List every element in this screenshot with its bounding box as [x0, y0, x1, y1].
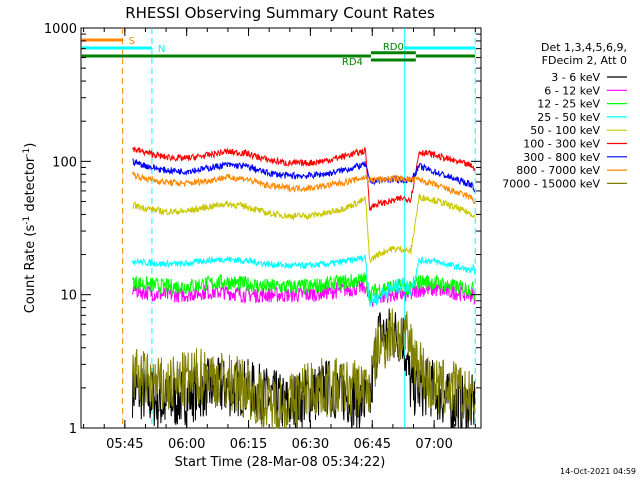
series-layer: [132, 146, 476, 429]
legend-entry: 300 - 800 keV: [523, 151, 600, 164]
legend-entry: 7000 - 15000 keV: [502, 177, 600, 190]
annotation-layer: S N RD0 RD4: [81, 28, 476, 428]
y-tick-label: 1000: [44, 22, 77, 37]
legend-entry: 100 - 300 keV: [523, 138, 600, 151]
legend: Det 1,3,4,5,6,9,FDecim 2, Att 0 3 - 6 keV…: [502, 41, 627, 190]
legend-header: Det 1,3,4,5,6,9,: [541, 41, 627, 54]
status-bar-label: N: [158, 44, 165, 55]
footer-timestamp: 14-Oct-2021 04:59: [560, 467, 636, 476]
y-tick-label: 10: [60, 289, 77, 304]
legend-entry: 6 - 12 keV: [544, 84, 600, 97]
plot-frame: [80, 27, 482, 429]
y-tick-label: 100: [52, 155, 77, 170]
series-line: [132, 253, 476, 307]
x-tick-label: 07:00: [415, 437, 452, 452]
series-line: [132, 272, 476, 303]
series-line: [132, 158, 476, 193]
legend-entry: 25 - 50 keV: [537, 111, 600, 124]
legend-entry: 800 - 7000 keV: [516, 164, 600, 177]
legend-header: FDecim 2, Att 0: [542, 54, 627, 67]
legend-entry: 3 - 6 keV: [551, 71, 600, 84]
legend-entry: 12 - 25 keV: [537, 98, 600, 111]
axes-layer: 1 10 100 1000 05:45 06:00 06:15 06:30 06:45 07:00: [44, 22, 481, 452]
legend-entry: 50 - 100 keV: [530, 124, 600, 137]
y-tick-label: 1: [69, 422, 77, 437]
x-tick-label: 06:45: [354, 437, 391, 452]
series-line: [132, 308, 476, 429]
x-tick-label: 06:00: [168, 437, 205, 452]
status-bar-label: RD4: [342, 57, 363, 68]
x-tick-label: 05:45: [106, 437, 143, 452]
y-axis-label: Count Rate (s-1 detector-1): [22, 143, 38, 314]
series-line: [132, 146, 476, 211]
x-axis-label: Start Time (28-Mar-08 05:34:22): [175, 455, 386, 470]
chart-title: RHESSI Observing Summary Count Rates: [125, 4, 435, 22]
status-bar-label: RD0: [383, 42, 404, 53]
x-tick-label: 06:30: [292, 437, 329, 452]
x-tick-label: 06:15: [230, 437, 267, 452]
series-line: [132, 170, 476, 205]
series-line: [132, 192, 476, 264]
status-bar-label: S: [129, 36, 135, 47]
